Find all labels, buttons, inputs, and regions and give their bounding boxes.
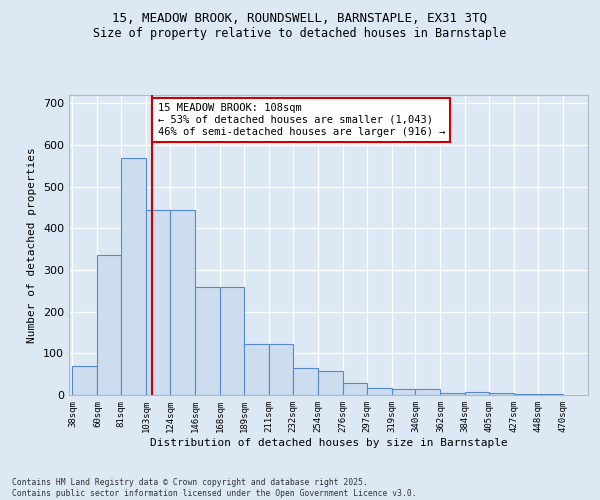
Text: 15 MEADOW BROOK: 108sqm
← 53% of detached houses are smaller (1,043)
46% of semi: 15 MEADOW BROOK: 108sqm ← 53% of detache…: [158, 104, 445, 136]
Bar: [440, 393, 466, 395]
Bar: [489, 393, 514, 395]
Bar: [514, 394, 538, 395]
Bar: [538, 394, 563, 395]
Text: Size of property relative to detached houses in Barnstaple: Size of property relative to detached ho…: [94, 28, 506, 40]
Bar: [343, 382, 367, 395]
Bar: [121, 158, 146, 395]
Bar: [367, 388, 392, 395]
Bar: [146, 210, 170, 395]
Bar: [269, 344, 293, 395]
Bar: [293, 368, 318, 395]
Text: 15, MEADOW BROOK, ROUNDSWELL, BARNSTAPLE, EX31 3TQ: 15, MEADOW BROOK, ROUNDSWELL, BARNSTAPLE…: [113, 12, 487, 26]
Bar: [220, 286, 244, 395]
X-axis label: Distribution of detached houses by size in Barnstaple: Distribution of detached houses by size …: [149, 438, 508, 448]
Y-axis label: Number of detached properties: Number of detached properties: [28, 147, 37, 343]
Text: Contains HM Land Registry data © Crown copyright and database right 2025.
Contai: Contains HM Land Registry data © Crown c…: [12, 478, 416, 498]
Bar: [170, 210, 195, 395]
Bar: [195, 286, 220, 395]
Bar: [415, 389, 440, 395]
Bar: [97, 256, 121, 395]
Bar: [244, 344, 269, 395]
Bar: [466, 392, 489, 395]
Bar: [392, 389, 415, 395]
Bar: [73, 366, 97, 395]
Bar: [318, 371, 343, 395]
